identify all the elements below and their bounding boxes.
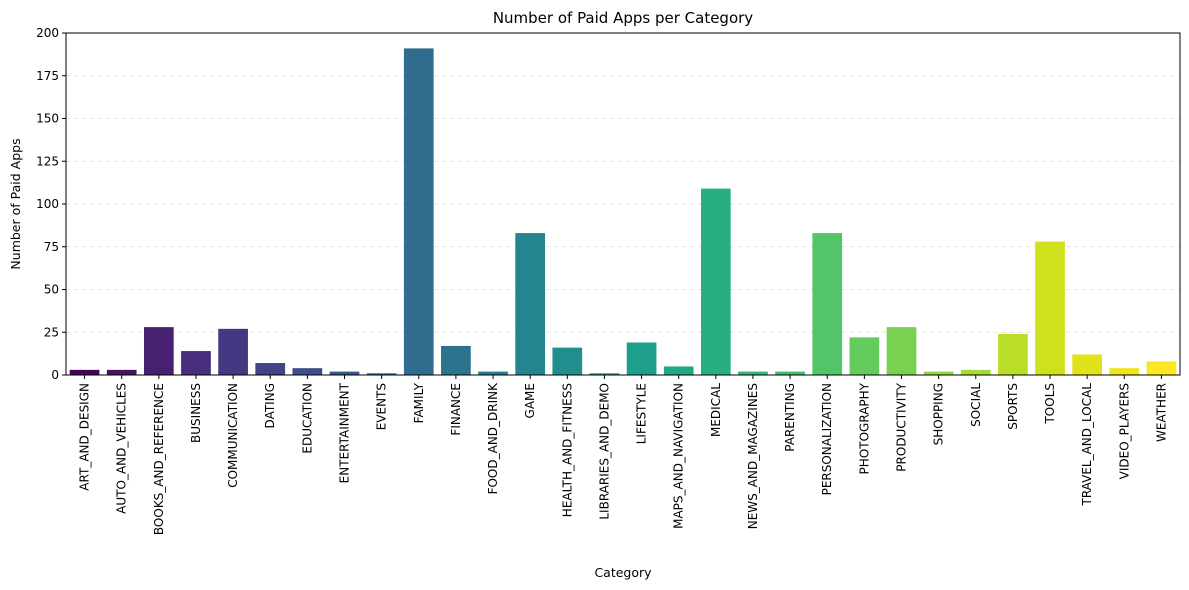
bar-communication [218, 328, 248, 375]
bar-family [403, 48, 434, 375]
x-tick-label: DATING [263, 383, 277, 428]
y-tick-label: 200 [36, 26, 59, 40]
x-tick-label: FINANCE [449, 383, 463, 436]
x-tick-label: WEATHER [1154, 383, 1168, 442]
grid-lines [66, 32, 1180, 376]
x-tick-label: NEWS_AND_MAGAZINES [746, 383, 760, 529]
bar-sports [998, 333, 1028, 375]
y-tick-label: 100 [36, 197, 59, 211]
x-tick-label: FOOD_AND_DRINK [486, 382, 500, 495]
x-tick-label: FAMILY [412, 382, 426, 423]
x-tick-label: ART_AND_DESIGN [78, 383, 92, 491]
x-tick-label: AUTO_AND_VEHICLES [115, 383, 129, 514]
bar-medical [700, 188, 731, 375]
chart-title: Number of Paid Apps per Category [493, 9, 753, 27]
x-tick-label: PRODUCTIVITY [895, 382, 909, 471]
bar-maps-and-navigation [663, 366, 694, 375]
x-tick-label: VIDEO_PLAYERS [1117, 383, 1131, 479]
y-tick-label: 175 [36, 69, 59, 83]
y-tick-label: 25 [44, 325, 59, 339]
bar-weather [1146, 361, 1177, 375]
y-axis-label: Number of Paid Apps [8, 138, 23, 269]
x-tick-label: TRAVEL_AND_LOCAL [1080, 383, 1094, 507]
bar-game [515, 233, 546, 375]
x-tick-label: MAPS_AND_NAVIGATION [672, 383, 686, 529]
bar-business [181, 351, 211, 375]
x-tick-label: PARENTING [783, 383, 797, 452]
y-tick-label: 150 [36, 112, 59, 126]
bar-parenting [775, 371, 805, 375]
bar-auto-and-vehicles [106, 369, 137, 375]
bar-books-and-reference [143, 327, 174, 375]
bar-productivity [886, 327, 917, 375]
x-tick-label: LIFESTYLE [635, 383, 649, 444]
y-tick-label: 50 [44, 283, 59, 297]
x-tick-label: GAME [523, 383, 537, 418]
x-tick-label: HEALTH_AND_FITNESS [560, 383, 574, 517]
x-tick-label: TOOLS [1043, 383, 1057, 425]
bar-photography [849, 337, 880, 375]
x-axis-label: Category [594, 565, 652, 580]
x-tick-label: LIBRARIES_AND_DEMO [597, 383, 611, 520]
bar-tools [1035, 241, 1065, 375]
bar-libraries-and-demo [589, 373, 620, 375]
bar-events [366, 373, 397, 375]
x-tick-label: SPORTS [1006, 383, 1020, 430]
bar-travel-and-local [1072, 354, 1103, 375]
x-tick-label: MEDICAL [709, 383, 723, 437]
x-tick-label: BOOKS_AND_REFERENCE [152, 383, 166, 535]
bar-food-and-drink [478, 371, 508, 375]
plot-frame [65, 32, 1181, 376]
y-tick-label: 0 [51, 368, 59, 382]
x-tick-label: SOCIAL [969, 383, 983, 427]
bars [69, 48, 1177, 375]
x-tick-label: BUSINESS [189, 383, 203, 443]
bar-entertainment [329, 371, 360, 375]
x-tick-label: EDUCATION [300, 383, 314, 454]
x-tick-label: EVENTS [375, 383, 389, 430]
bar-dating [255, 363, 286, 375]
bar-shopping [923, 371, 954, 375]
x-tick-label: COMMUNICATION [226, 383, 240, 488]
bar-lifestyle [626, 342, 657, 375]
bar-video-players [1109, 368, 1140, 375]
x-axis: ART_AND_DESIGN AUTO_AND_VEHICLES BOOKS_AND… [78, 375, 1168, 535]
bar-health-and-fitness [552, 347, 583, 375]
x-tick-label: PHOTOGRAPHY [857, 382, 871, 474]
y-tick-label: 125 [36, 154, 59, 168]
bar-education [292, 368, 323, 375]
y-tick-label: 75 [44, 240, 59, 254]
bar-social [960, 369, 991, 375]
x-tick-label: ENTERTAINMENT [338, 382, 352, 483]
bar-art-and-design [69, 369, 100, 375]
y-axis: 0 25 50 75 100 125 150 175 200 [36, 26, 66, 382]
x-tick-label: PERSONALIZATION [820, 383, 834, 495]
bar-finance [441, 345, 471, 375]
bar-news-and-magazines [738, 371, 768, 375]
x-tick-label: SHOPPING [932, 383, 946, 445]
bar-personalization [812, 233, 843, 375]
